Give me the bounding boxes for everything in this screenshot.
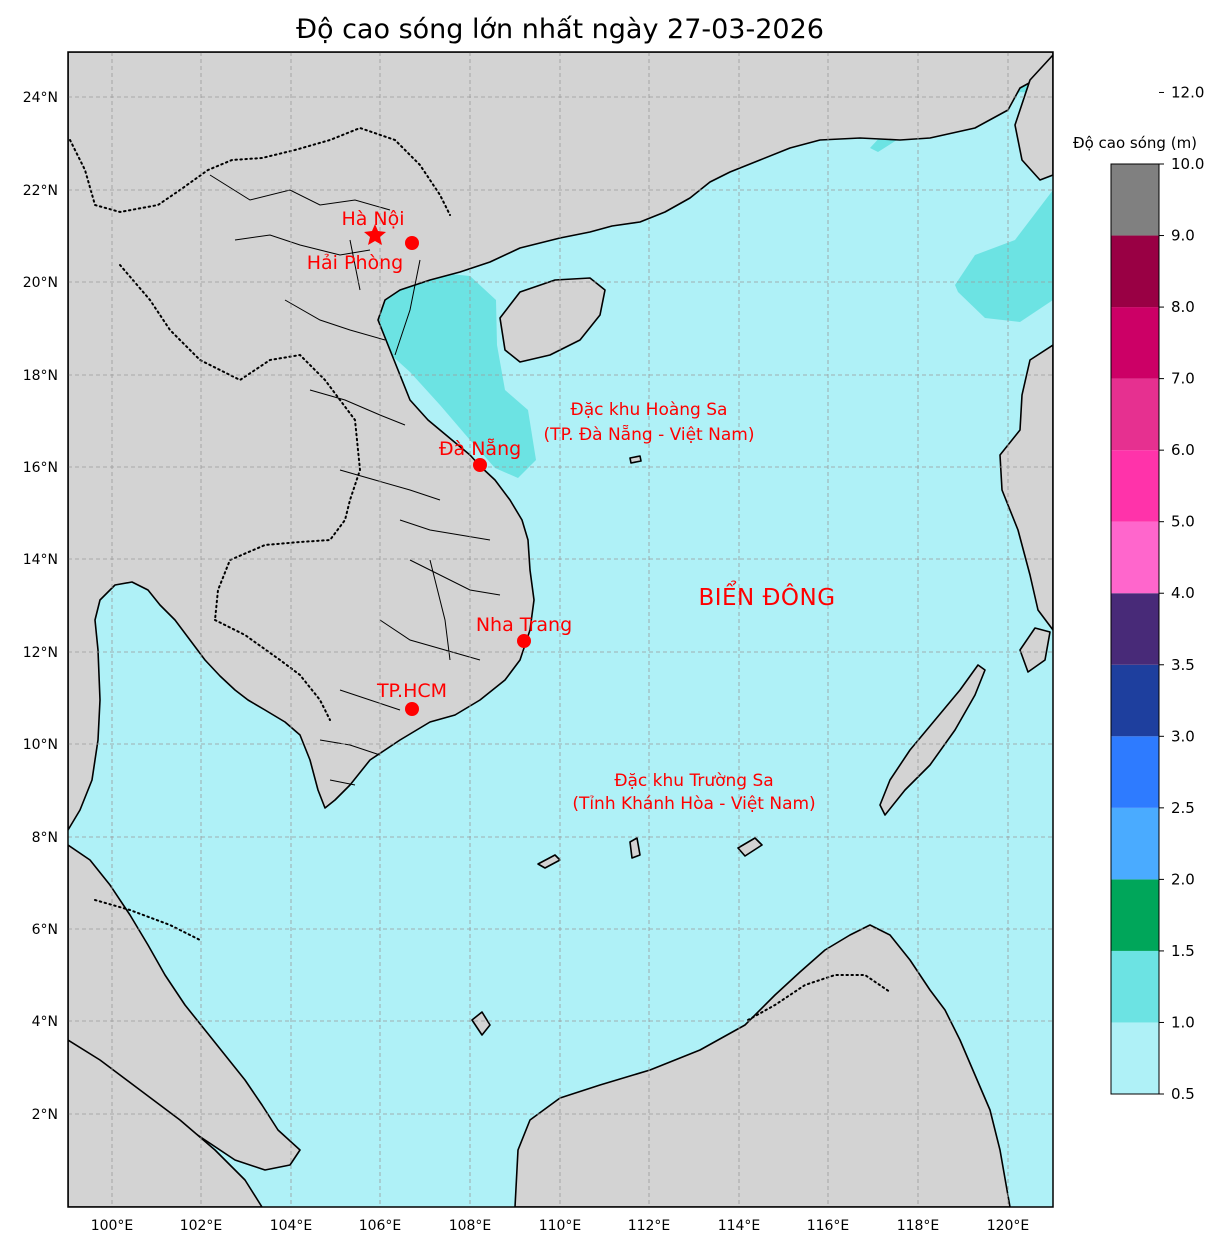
- colorbar-band: [1111, 664, 1159, 737]
- lat-tick: 24°N: [23, 90, 58, 106]
- colorbar-tick-label: 1.5: [1171, 942, 1195, 960]
- lon-tick: 118°E: [897, 1218, 940, 1234]
- colorbar-tick-label: 3.5: [1171, 656, 1195, 674]
- lat-tick: 4°N: [32, 1014, 58, 1030]
- island-natuna: [471, 1011, 491, 1036]
- land-mindoro: [1019, 627, 1051, 673]
- colorbar-tick-label: 1.0: [1171, 1013, 1195, 1031]
- hanoi-star-marker: [364, 224, 386, 245]
- lon-tick: 104°E: [270, 1218, 313, 1234]
- colorbar-tick-label: 8.0: [1171, 298, 1195, 316]
- danang-label: Đà Nẵng: [439, 437, 521, 460]
- colorbar-band: [1111, 593, 1159, 665]
- land-borneo: [514, 924, 1011, 1207]
- hoang-sa-label-line2: (TP. Đà Nẵng - Việt Nam): [544, 424, 755, 445]
- colorbar-band: [1111, 164, 1159, 236]
- bien-dong-label: BIỂN ĐÔNG: [698, 581, 835, 611]
- truong-sa-label-line1: Đặc khu Trường Sa: [614, 771, 773, 791]
- land-taiwan: [1014, 54, 1053, 181]
- colorbar-frame: [1110, 163, 1160, 1095]
- lat-tick: 6°N: [32, 922, 58, 938]
- colorbar-band: [1111, 521, 1159, 594]
- lat-tick: 16°N: [23, 460, 58, 476]
- colorbar-band: [1111, 235, 1159, 308]
- lat-tick: 8°N: [32, 830, 58, 846]
- nhatrang-marker: [517, 634, 531, 648]
- truong-sa-label-line2: (Tỉnh Khánh Hòa - Việt Nam): [572, 794, 815, 814]
- lon-tick: 120°E: [987, 1218, 1030, 1234]
- colorbar-tick-label: 4.0: [1171, 584, 1195, 602]
- island-paracel: [629, 455, 642, 464]
- land-sumatra: [68, 1039, 263, 1207]
- island-spratly-2: [737, 837, 763, 857]
- map-frame: [67, 51, 1054, 1208]
- colorbar-tick-label: 7.0: [1171, 370, 1195, 388]
- graticule: [68, 52, 1053, 1207]
- hcm-marker: [405, 702, 419, 716]
- colorbar-tick-label: 6.0: [1171, 441, 1195, 459]
- land-mainland-asia: [68, 52, 1053, 831]
- map-title: Độ cao sóng lớn nhất ngày 27-03-2026: [296, 14, 824, 45]
- lon-tick: 100°E: [91, 1218, 134, 1234]
- lon-tick: 108°E: [449, 1218, 492, 1234]
- colorbar-tick-label: 2.0: [1171, 870, 1195, 888]
- lat-tick-labels: 2°N 4°N 6°N 8°N 10°N 12°N 14°N 16°N 18°N…: [23, 90, 58, 1123]
- lat-tick: 22°N: [23, 183, 58, 199]
- lat-tick: 20°N: [23, 275, 58, 291]
- lat-tick: 12°N: [23, 645, 58, 661]
- lon-tick: 102°E: [180, 1218, 223, 1234]
- colorbar-band: [1111, 736, 1159, 808]
- island-spratly-1: [629, 837, 641, 859]
- wave-zone-luzon-strait: [955, 190, 1053, 322]
- colorbar-bands: [1111, 164, 1159, 1094]
- colorbar-tick-label: 3.0: [1171, 727, 1195, 745]
- lat-tick: 2°N: [32, 1107, 58, 1123]
- land-luzon: [999, 344, 1053, 631]
- colorbar-tick-label: 9.0: [1171, 227, 1195, 245]
- lon-tick: 116°E: [807, 1218, 850, 1234]
- border-malaysia-thailand: [94, 899, 201, 941]
- colorbar-tick-label: 12.0: [1171, 83, 1204, 101]
- lon-tick: 106°E: [359, 1218, 402, 1234]
- colorbar-band: [1111, 950, 1159, 1023]
- land-hainan: [499, 277, 606, 363]
- province-borders: [209, 174, 501, 786]
- nhatrang-label: Nha Trang: [476, 614, 572, 636]
- land-palawan: [879, 664, 986, 816]
- colorbar-band: [1111, 879, 1159, 951]
- danang-marker: [473, 458, 487, 472]
- hanoi-label: Hà Nội: [341, 208, 404, 230]
- hoang-sa-label-line1: Đặc khu Hoàng Sa: [571, 400, 728, 420]
- colorbar-band: [1111, 807, 1159, 880]
- lon-tick-labels: 100°E 102°E 104°E 106°E 108°E 110°E 112°…: [91, 1218, 1030, 1234]
- lat-tick: 14°N: [23, 552, 58, 568]
- border-china-vietnam: [69, 126, 451, 216]
- lon-tick: 110°E: [539, 1218, 582, 1234]
- colorbar-ticks: 0.5 1.0 1.5 2.0 2.5 3.0 3.5 4.0 5.0 6.0 7.0 8.0 9.0 1…: [1159, 83, 1204, 1103]
- colorbar-band: [1111, 1022, 1159, 1094]
- hcm-label: TP.HCM: [376, 680, 447, 702]
- border-laos-vietnam: [119, 264, 362, 621]
- lat-tick: 18°N: [23, 368, 58, 384]
- colorbar-tick-label: 2.5: [1171, 799, 1195, 817]
- colorbar-title: Độ cao sóng (m): [1073, 134, 1197, 152]
- colorbar-band: [1111, 378, 1159, 451]
- colorbar-tick-label: 0.5: [1171, 1085, 1195, 1103]
- lon-tick: 114°E: [718, 1218, 761, 1234]
- haiphong-label: Hải Phòng: [307, 252, 403, 274]
- city-markers: [364, 224, 531, 716]
- haiphong-marker: [405, 236, 419, 250]
- lat-tick: 10°N: [23, 737, 58, 753]
- colorbar-tick-label: 10.0: [1171, 155, 1204, 173]
- colorbar-tick-label: 5.0: [1171, 513, 1195, 531]
- colorbar-band: [1111, 450, 1159, 522]
- colorbar-band: [1111, 307, 1159, 379]
- border-thai-cambodia: [214, 619, 331, 721]
- lon-tick: 112°E: [628, 1218, 671, 1234]
- map-area: [68, 52, 1053, 1207]
- border-borneo: [747, 974, 891, 1021]
